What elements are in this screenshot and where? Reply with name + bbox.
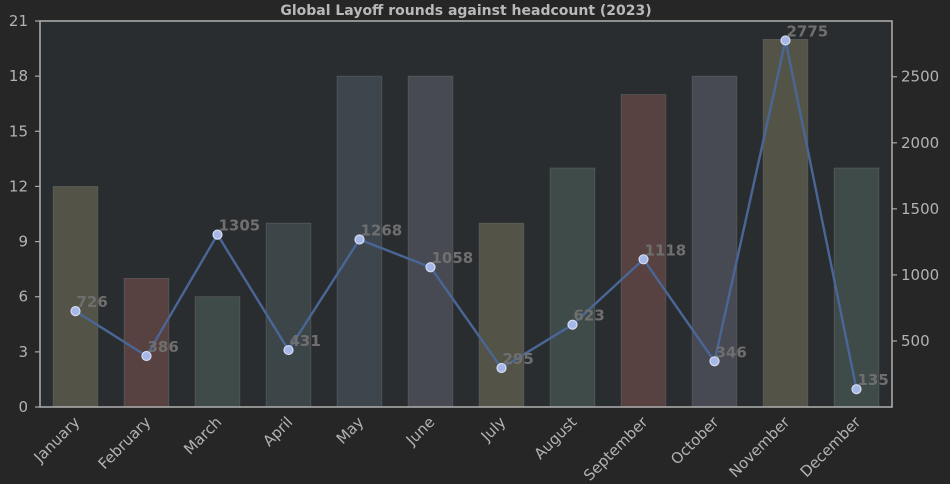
data-label-march: 1305 xyxy=(219,217,261,235)
bar-october xyxy=(691,75,738,408)
plot-background xyxy=(40,21,892,407)
headcount-line xyxy=(74,39,858,390)
right-axis: 500 1000 1500 2000 2500 xyxy=(892,68,939,350)
left-tick-label: 18 xyxy=(9,67,28,85)
data-label-february: 386 xyxy=(148,338,179,356)
headcount-point-december xyxy=(851,384,862,395)
data-label-april: 431 xyxy=(290,332,321,350)
headcount-point-june xyxy=(425,262,436,273)
x-tick-label-july: July xyxy=(477,413,510,446)
x-tick-label-november: November xyxy=(725,413,793,481)
right-tick-label: 500 xyxy=(901,332,930,350)
headcount-point-april xyxy=(283,344,294,356)
data-label-november: 2775 xyxy=(787,22,829,40)
bar-march xyxy=(194,296,241,408)
headcount-point-july xyxy=(496,362,507,374)
data-label-september: 1118 xyxy=(645,241,687,259)
data-label-may: 1268 xyxy=(361,221,403,239)
data-label-december: 135 xyxy=(858,371,889,389)
data-label-october: 346 xyxy=(716,343,747,361)
x-tick-label-april: April xyxy=(259,413,296,450)
left-tick-label: 15 xyxy=(9,122,28,140)
x-tick-label-december: December xyxy=(797,413,865,481)
bar-november xyxy=(762,39,809,408)
headcount-point-october xyxy=(709,356,720,367)
left-tick-label: 0 xyxy=(18,398,28,416)
x-tick-label-march: March xyxy=(180,413,225,458)
headcount-markers xyxy=(70,35,862,395)
right-tick-label: 1000 xyxy=(901,266,939,284)
headcount-point-november xyxy=(780,35,791,46)
x-tick-label-june: June xyxy=(402,413,439,450)
headcount-point-february xyxy=(141,350,152,362)
left-axis: 0 3 6 9 12 15 18 21 xyxy=(9,12,40,416)
bar-january xyxy=(52,186,99,408)
left-tick-label: 21 xyxy=(9,12,28,30)
bar-june xyxy=(407,75,454,408)
data-label-june: 1058 xyxy=(432,249,474,267)
bar-february xyxy=(123,278,170,408)
x-axis: January February March April May June July Augu… xyxy=(30,413,865,484)
plot-frame xyxy=(39,20,893,408)
chart-title: Global Layoff rounds against headcount (… xyxy=(280,3,651,19)
right-tick-label: 2000 xyxy=(901,134,939,152)
bar-december xyxy=(833,167,880,408)
left-tick-label: 12 xyxy=(9,177,28,195)
left-tick-label: 6 xyxy=(18,288,28,306)
bar-july xyxy=(478,222,525,408)
headcount-point-august xyxy=(567,319,578,330)
left-tick-label: 9 xyxy=(18,233,28,251)
data-label-july: 295 xyxy=(503,350,534,368)
x-tick-label-january: January xyxy=(30,413,84,467)
headcount-point-september xyxy=(638,254,649,265)
x-tick-label-february: February xyxy=(95,413,155,473)
headcount-point-march xyxy=(212,229,223,240)
data-label-january: 726 xyxy=(77,293,108,311)
x-tick-label-september: September xyxy=(580,413,652,484)
bar-september xyxy=(620,94,667,408)
right-tick-label: 1500 xyxy=(901,200,939,218)
left-tick-label: 3 xyxy=(18,343,28,361)
x-tick-label-may: May xyxy=(333,413,368,448)
bar-august xyxy=(549,167,596,408)
right-tick-label: 2500 xyxy=(901,68,939,86)
x-tick-label-august: August xyxy=(530,413,580,463)
bar-april xyxy=(265,222,312,408)
data-label-august: 623 xyxy=(574,307,605,325)
x-tick-label-october: October xyxy=(667,413,723,469)
headcount-point-may xyxy=(354,234,365,245)
headcount-point-january xyxy=(70,305,81,317)
data-labels: 726 386 1305 431 1268 1058 295 623 1118 346 2775 13… xyxy=(77,22,889,389)
